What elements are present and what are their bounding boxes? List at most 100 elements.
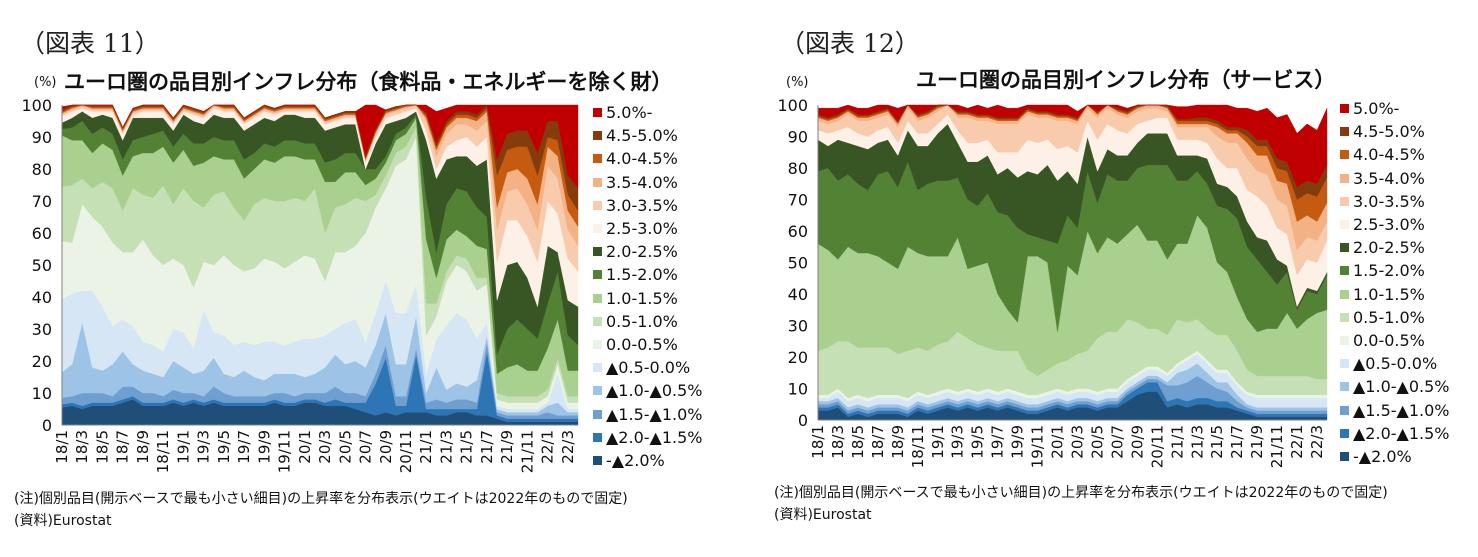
legend-label: 0.5-1.0%	[1353, 307, 1425, 327]
chart-legend: 5.0%- 4.5-5.0% 4.0-4.5% 3.5-4.0% 3.0-3.5% 2.5…	[1340, 97, 1449, 468]
legend-label: ▲0.5-0.0%	[606, 358, 691, 378]
legend-swatch	[1340, 359, 1349, 369]
y-unit-label: (%)	[34, 75, 57, 90]
x-tick-label: 20/11	[1148, 425, 1166, 468]
legend-item: 3.0-3.5%	[1340, 190, 1449, 213]
legend-swatch	[593, 386, 602, 396]
x-tick-label: 19/3	[949, 425, 967, 459]
legend-item: ▲1.0-▲0.5%	[1340, 375, 1449, 398]
x-tick-label: 20/7	[1108, 425, 1126, 459]
y-tick-label: 0	[798, 411, 808, 430]
legend-item: -▲2.0%	[1340, 445, 1449, 468]
x-tick-label: 20/3	[1068, 425, 1086, 459]
y-tick-label: 60	[32, 224, 52, 243]
chart-panel-services: （図表 12） ユーロ圏の品目別インフレ分布（サービス） (%) 0 10 20 30…	[760, 0, 1478, 557]
legend-label: ▲1.0-▲0.5%	[1353, 377, 1450, 397]
chart-panel-goods: （図表 11） ユーロ圏の品目別インフレ分布（食料品・エネルギーを除く財） (%…	[14, 29, 702, 529]
legend-label: 3.0-3.5%	[1353, 191, 1425, 211]
figure-label: （図表 12）	[780, 29, 920, 58]
legend-swatch	[593, 247, 602, 257]
legend-swatch	[593, 154, 602, 164]
legend-item: 5.0%-	[593, 101, 702, 124]
figure-label: （図表 11）	[20, 29, 160, 58]
y-tick-label: 100	[777, 96, 808, 115]
legend-label: 5.0%-	[1353, 99, 1400, 119]
legend-label: ▲2.0-▲1.5%	[606, 427, 703, 447]
y-tick-label: 50	[788, 254, 808, 273]
legend-label: 4.5-5.0%	[606, 126, 678, 146]
y-unit-label: (%)	[786, 75, 809, 90]
legend-swatch	[1340, 196, 1349, 206]
y-tick-label: 40	[788, 285, 808, 304]
legend-item: 2.5-3.0%	[1340, 213, 1449, 236]
legend-item: ▲2.0-▲1.5%	[1340, 422, 1449, 445]
y-tick-label: 90	[32, 128, 52, 147]
legend-item: 0.5-1.0%	[1340, 306, 1449, 329]
x-tick-label: 22/3	[559, 430, 577, 464]
legend-item: 4.5-5.0%	[593, 124, 702, 147]
legend-label: 2.5-3.0%	[1353, 215, 1425, 235]
x-tick-label: 18/1	[809, 425, 827, 459]
x-tick-label: 22/1	[1288, 425, 1306, 459]
legend-item: 1.5-2.0%	[1340, 259, 1449, 282]
legend-label: 1.0-1.5%	[606, 288, 678, 308]
legend-item: ▲2.0-▲1.5%	[593, 426, 702, 449]
y-tick-label: 10	[32, 384, 52, 403]
x-tick-label: 19/1	[174, 430, 192, 464]
x-tick-label: 21/7	[478, 430, 496, 464]
legend-label: 0.0-0.5%	[606, 334, 678, 354]
area-series	[817, 104, 1328, 188]
x-tick-label: 19/11	[1029, 425, 1047, 468]
x-tick-label: 19/9	[1009, 425, 1027, 459]
y-tick-label: 0	[42, 416, 52, 435]
area-series	[61, 104, 579, 189]
legend-swatch	[1340, 266, 1349, 276]
y-tick-label: 30	[788, 317, 808, 336]
legend-swatch	[1340, 382, 1349, 392]
legend-swatch	[593, 339, 602, 349]
x-tick-label: 20/3	[316, 430, 334, 464]
x-tick-label: 18/5	[93, 430, 111, 464]
y-tick-label: 20	[788, 348, 808, 367]
legend-label: 1.5-2.0%	[606, 265, 678, 285]
legend-swatch	[593, 177, 602, 187]
legend-swatch	[1340, 150, 1349, 160]
y-tick-label: 20	[32, 352, 52, 371]
legend-swatch	[593, 363, 602, 373]
legend-swatch	[593, 409, 602, 419]
legend-label: -▲2.0%	[606, 450, 665, 470]
x-tick-label: 20/9	[1128, 425, 1146, 459]
x-tick-label: 18/3	[73, 430, 91, 464]
y-tick-label: 50	[32, 256, 52, 275]
legend-item: 2.0-2.5%	[593, 240, 702, 263]
legend-item: 1.0-1.5%	[1340, 283, 1449, 306]
legend-swatch	[1340, 405, 1349, 415]
legend-label: 5.0%-	[606, 103, 653, 123]
legend-label: ▲2.0-▲1.5%	[1353, 423, 1450, 443]
legend-label: ▲1.5-▲1.0%	[1353, 400, 1450, 420]
legend-swatch	[1340, 220, 1349, 230]
x-tick-label: 18/9	[889, 425, 907, 459]
x-tick-label: 19/3	[195, 430, 213, 464]
chart-legend: 5.0%- 4.5-5.0% 4.0-4.5% 3.5-4.0% 3.0-3.5% 2.5…	[593, 101, 702, 472]
x-tick-label: 21/1	[1168, 425, 1186, 459]
legend-swatch	[593, 293, 602, 303]
x-tick-label: 21/11	[1268, 425, 1286, 468]
legend-item: 1.5-2.0%	[593, 263, 702, 286]
x-tick-label: 21/5	[1208, 425, 1226, 459]
x-tick-label: 21/1	[417, 430, 435, 464]
legend-label: 0.5-1.0%	[606, 311, 678, 331]
x-tick-label: 20/7	[357, 430, 375, 464]
y-tick-label: 100	[21, 96, 52, 115]
x-tick-label: 20/1	[1049, 425, 1067, 459]
x-tick-label: 19/1	[929, 425, 947, 459]
x-tick-label: 20/5	[1088, 425, 1106, 459]
legend-item: 0.5-1.0%	[593, 310, 702, 333]
legend-swatch	[1340, 335, 1349, 345]
legend-item: 2.0-2.5%	[1340, 236, 1449, 259]
legend-item: 2.5-3.0%	[593, 217, 702, 240]
x-tick-label: 18/5	[849, 425, 867, 459]
legend-item: -▲2.0%	[593, 449, 702, 472]
legend-label: 0.0-0.5%	[1353, 330, 1425, 350]
